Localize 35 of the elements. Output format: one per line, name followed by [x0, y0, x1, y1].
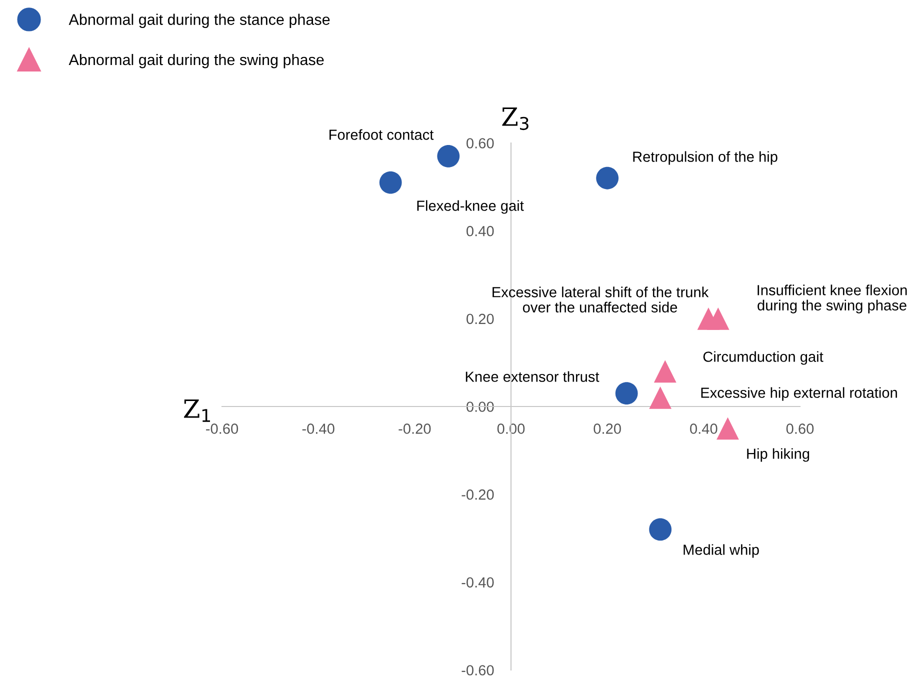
x-tick-label: -0.60 [206, 424, 238, 434]
annotation: Knee extensor thrust [466, 371, 600, 382]
annotation: Circumduction gait [703, 351, 824, 365]
annotation: Hip hiking [747, 448, 810, 462]
y-tick-label: 0.40 [466, 226, 494, 236]
y-tick-label: 0.60 [466, 138, 494, 148]
annotation: Excessive hip external rotation [701, 387, 897, 401]
point [615, 382, 638, 405]
annotation: Excessive lateral shift of the trunk over the unaffected side [492, 286, 709, 313]
y-tick-label: 0.20 [466, 314, 494, 324]
legend-label: Abnormal gait during the stance phase [68, 14, 330, 28]
y-tick-label: -0.20 [462, 489, 494, 500]
x-tick-label: 0.60 [786, 424, 814, 434]
text: Forefoot contact [330, 129, 434, 140]
y-tick-label: -0.60 [462, 665, 494, 676]
point [706, 307, 730, 330]
annotation: Medial whip [684, 544, 759, 558]
x-tick-label: 0.20 [594, 424, 621, 434]
point [379, 171, 402, 194]
y-axis-title: Z$_{3}$ [502, 107, 528, 130]
point [649, 386, 672, 409]
legend-label: Abnormal gait during the swing phase [68, 54, 324, 68]
x-tick-label: -0.40 [302, 424, 334, 434]
point [649, 518, 672, 541]
x-tick-label: -0.20 [398, 424, 431, 434]
point [437, 144, 460, 168]
point [596, 166, 619, 190]
y-tick-label: -0.40 [462, 577, 494, 588]
x-axis-title: Z$_{1}$ [184, 400, 210, 422]
point [654, 360, 676, 383]
point [716, 417, 739, 440]
annotation: Flexed-knee gait [417, 200, 524, 214]
annotation: Retropulsion of the hip [633, 151, 778, 165]
annotation: Insufficient knee flexion during the swing phase [758, 284, 907, 314]
x-tick-label: 0.40 [690, 424, 718, 434]
